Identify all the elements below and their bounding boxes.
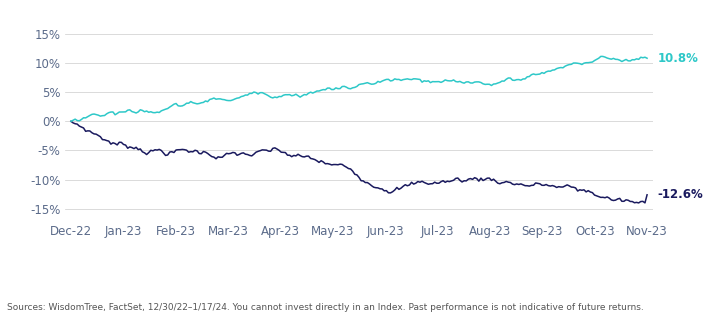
Text: -12.6%: -12.6% xyxy=(658,188,704,201)
Text: Sources: WisdomTree, FactSet, 12/30/22–1/17/24. You cannot invest directly in an: Sources: WisdomTree, FactSet, 12/30/22–1… xyxy=(7,303,644,312)
Text: 10.8%: 10.8% xyxy=(658,52,699,65)
